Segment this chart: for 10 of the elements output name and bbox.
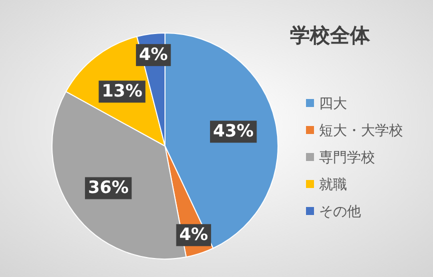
data-label: 36% — [88, 178, 129, 198]
legend-label: 就職 — [319, 177, 347, 193]
chart-title: 学校全体 — [290, 23, 371, 47]
legend-label: その他 — [319, 204, 361, 220]
data-label: 43% — [213, 122, 254, 142]
data-label: 4% — [179, 225, 208, 246]
data-label: 4% — [138, 45, 168, 66]
legend-label: 専門学校 — [319, 150, 375, 166]
slice-label: 四大 — [319, 96, 347, 112]
data-label: 13% — [102, 82, 142, 102]
